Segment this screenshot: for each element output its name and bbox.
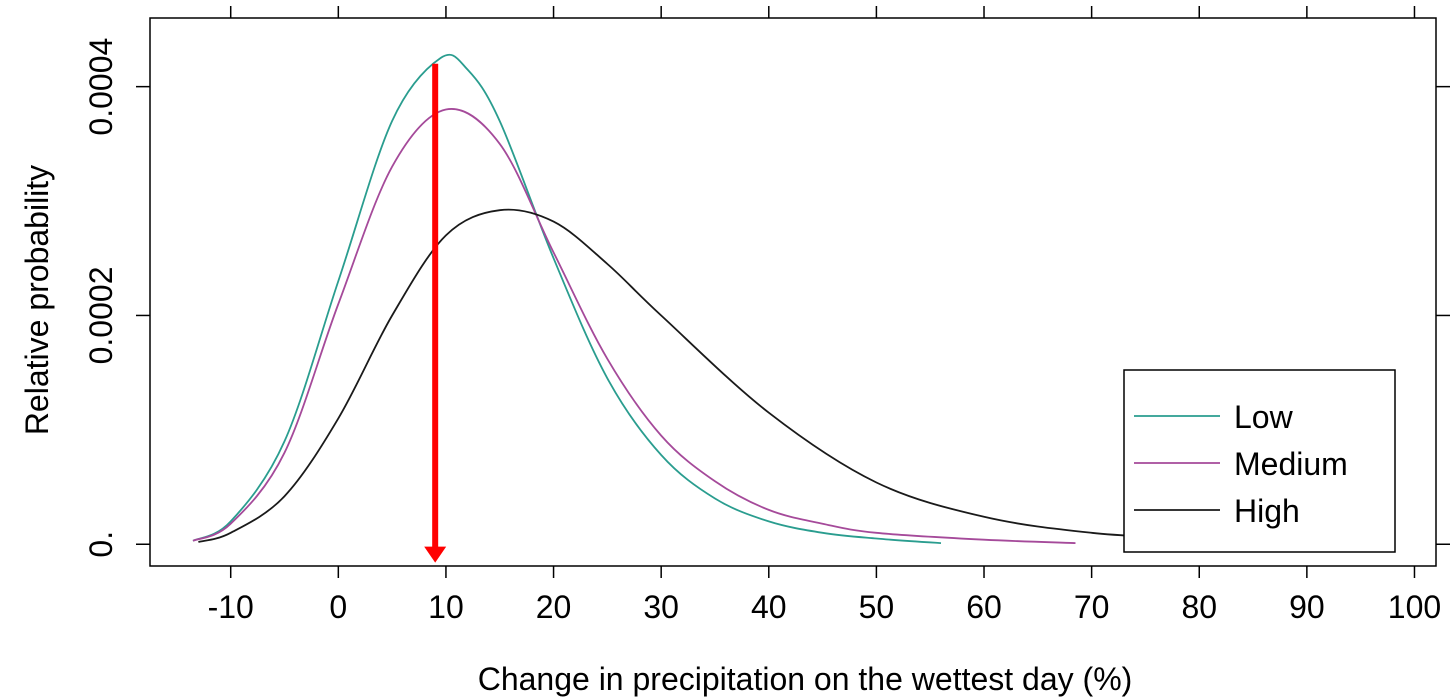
x-tick-label: 10 xyxy=(428,589,464,625)
x-tick-label: 0 xyxy=(329,589,347,625)
plot-frame xyxy=(149,17,1437,567)
x-tick-label: 40 xyxy=(751,589,787,625)
x-tick-label: 90 xyxy=(1289,589,1325,625)
x-tick-label: 70 xyxy=(1074,589,1110,625)
x-tick-label: 50 xyxy=(859,589,895,625)
annotation-layer xyxy=(424,63,447,563)
y-axis-ticks: 0. 0.0002 0.0004 xyxy=(83,38,150,558)
x-tick-label: 30 xyxy=(643,589,679,625)
legend-box xyxy=(1123,369,1396,553)
x-tick-label: 80 xyxy=(1181,589,1217,625)
series-line-high xyxy=(198,208,1200,543)
legend-label-low: Low xyxy=(1234,399,1294,435)
arrow-head xyxy=(424,546,447,563)
x-tick-label: 100 xyxy=(1388,589,1441,625)
x-tick-label: -10 xyxy=(208,589,254,625)
legend-label-medium: Medium xyxy=(1234,446,1348,482)
x-axis-top-ticks xyxy=(229,6,1416,18)
legend: Low Medium High xyxy=(1123,369,1396,553)
x-axis-ticks: -10 0 10 20 30 40 50 60 70 80 90 100 xyxy=(208,566,1441,625)
y-axis-right-ticks xyxy=(1436,85,1450,546)
x-axis-title: Change in precipitation on the wettest d… xyxy=(478,661,1133,697)
series-layer xyxy=(192,53,1200,544)
y-axis-title: Relative probability xyxy=(19,165,55,435)
x-tick-label: 60 xyxy=(966,589,1002,625)
legend-label-high: High xyxy=(1234,493,1300,529)
x-tick-label: 20 xyxy=(536,589,572,625)
y-tick-label: 0.0004 xyxy=(83,38,119,136)
y-tick-label: 0.0002 xyxy=(83,267,119,365)
y-tick-label: 0. xyxy=(83,531,119,558)
series-line-medium xyxy=(192,107,1076,544)
series-line-low xyxy=(192,53,942,544)
